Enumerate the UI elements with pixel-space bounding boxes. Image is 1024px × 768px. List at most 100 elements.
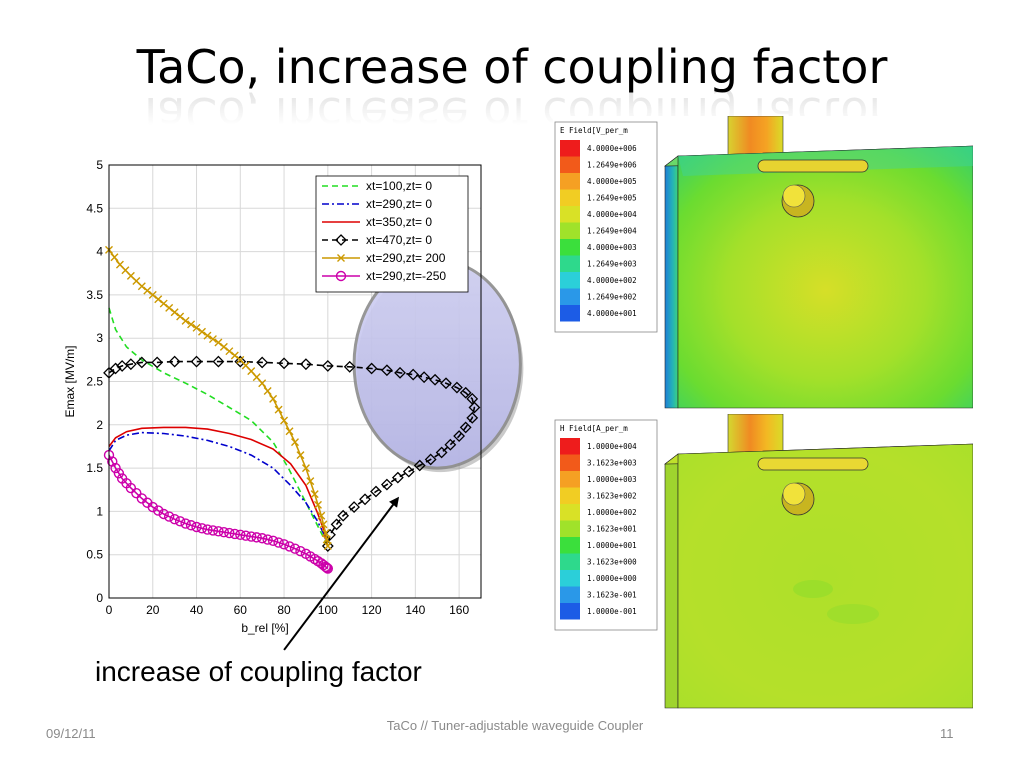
legend-label: xt=350,zt= 0	[366, 215, 432, 229]
circle-marker	[267, 535, 279, 547]
x-tick-label: 20	[146, 603, 160, 617]
diamond-marker	[424, 453, 437, 466]
diamond-marker	[468, 401, 481, 414]
diamond-marker	[234, 355, 247, 368]
circle-marker	[256, 533, 268, 544]
h-field-legend-label: 3.1623e+000	[587, 558, 637, 567]
diamond-marker	[330, 518, 343, 531]
e-field-legend-label: 1.2649e+006	[587, 161, 637, 170]
diamond-marker	[151, 356, 164, 369]
diamond-marker	[466, 411, 479, 424]
x-marker	[203, 331, 212, 340]
diamond-marker	[343, 360, 356, 373]
x-marker	[280, 416, 289, 425]
circle-marker	[125, 482, 137, 494]
series-line	[108, 307, 329, 547]
circle-marker	[246, 531, 257, 542]
series-3	[103, 355, 481, 552]
x-tick-label: 80	[277, 603, 291, 617]
circle-marker	[284, 541, 295, 552]
x-marker	[323, 542, 332, 551]
circle-marker	[224, 527, 235, 539]
e-field-legend-swatch	[560, 206, 580, 223]
diamond-marker	[402, 465, 415, 478]
series-4	[105, 245, 332, 551]
h-field-legend-label: 1.0000e+003	[587, 475, 637, 484]
circle-marker	[213, 526, 224, 537]
y-tick-label: 4.5	[86, 201, 103, 215]
diamond-marker	[278, 357, 290, 370]
e-field-legend-label: 4.0000e+005	[587, 177, 637, 186]
legend-label: xt=290,zt= 200	[366, 251, 446, 265]
diamond-marker	[168, 355, 181, 368]
y-tick-label: 4	[96, 245, 103, 259]
footer-date: 09/12/11	[46, 726, 96, 741]
e-field-legend-label: 4.0000e+004	[587, 210, 637, 219]
circle-marker	[273, 537, 284, 548]
h-field-legend-swatch	[560, 537, 580, 554]
h-field-legend-swatch	[560, 504, 580, 521]
circle-marker	[174, 516, 186, 527]
x-marker	[322, 535, 331, 544]
circle-marker	[262, 534, 273, 545]
circle-marker	[147, 501, 158, 513]
x-marker	[143, 286, 152, 295]
legend-box	[315, 175, 469, 293]
h-field-legend-swatch	[560, 471, 580, 488]
y-axis-label: Emax [MV/m]	[63, 345, 77, 417]
annotation-arrow-layer	[283, 496, 400, 651]
series-2	[108, 426, 329, 547]
h-field-legend-title: H Field[A_per_m	[560, 424, 628, 433]
h-field-simulation-image: H Field[A_per_m 1.0000e+004 3.1623e+003 1.…	[553, 414, 973, 710]
circle-marker	[295, 546, 306, 557]
e-field-legend-swatch	[560, 288, 580, 305]
diamond-marker	[391, 471, 404, 484]
caption: increase of coupling factor	[95, 656, 422, 687]
e-field-legend-label: 4.0000e+003	[587, 243, 637, 252]
x-marker	[269, 394, 278, 403]
e-field-legend-swatch	[560, 239, 580, 256]
x-marker	[285, 427, 294, 436]
circle-marker	[153, 505, 164, 516]
circle-marker	[235, 529, 246, 540]
series-layer	[103, 245, 481, 574]
diamond-marker	[348, 501, 361, 513]
y-tick-label: 3.5	[86, 288, 103, 302]
diamond-marker	[413, 459, 426, 472]
h-field-legend-label: 3.1623e+002	[587, 492, 637, 501]
e-field-legend-label: 1.2649e+004	[587, 227, 637, 236]
x-marker	[313, 500, 322, 509]
h-field-legend-swatch	[560, 487, 580, 504]
x-marker	[296, 451, 305, 460]
x-marker	[110, 253, 119, 262]
x-marker	[225, 347, 234, 356]
h-field-legend-swatch	[560, 603, 580, 620]
series-0	[108, 307, 329, 547]
x-marker	[137, 282, 146, 291]
e-field-legend-swatch	[560, 305, 580, 322]
diamond-marker	[459, 386, 472, 399]
diamond-marker	[190, 355, 203, 368]
circle-marker	[207, 525, 219, 536]
x-marker	[306, 477, 315, 486]
diamond-marker	[321, 359, 334, 372]
x-marker	[165, 303, 174, 312]
h-field-legend-swatch	[560, 520, 580, 537]
annotation-arrow	[283, 496, 400, 651]
diamond-marker	[459, 421, 472, 434]
e-field-simulation-image: E Field[V_per_m 4.0000e+006 1.2649e+006 4.…	[553, 116, 973, 412]
x-marker	[337, 254, 345, 262]
circle-marker	[321, 562, 332, 573]
e-field-legend-swatch	[560, 222, 580, 239]
x-tick-label: 120	[362, 603, 382, 617]
e-field-legend-label: 4.0000e+006	[587, 144, 637, 153]
x-axis-label: b_rel [%]	[241, 621, 288, 635]
e-field-legend-label: 4.0000e+002	[587, 276, 637, 285]
axis-layer: 0 20 40 60 80 100 120 140 160 0 0.5 1 1.5 2 2.5 3 3.5 4 4.…	[63, 158, 482, 635]
diamond-marker	[435, 446, 448, 459]
e-field-legend-swatch	[560, 255, 580, 272]
diamond-marker	[359, 493, 371, 506]
diamond-marker	[453, 430, 466, 442]
h-field-legend-label: 1.0000e+002	[587, 508, 637, 517]
y-tick-label: 5	[96, 158, 103, 172]
